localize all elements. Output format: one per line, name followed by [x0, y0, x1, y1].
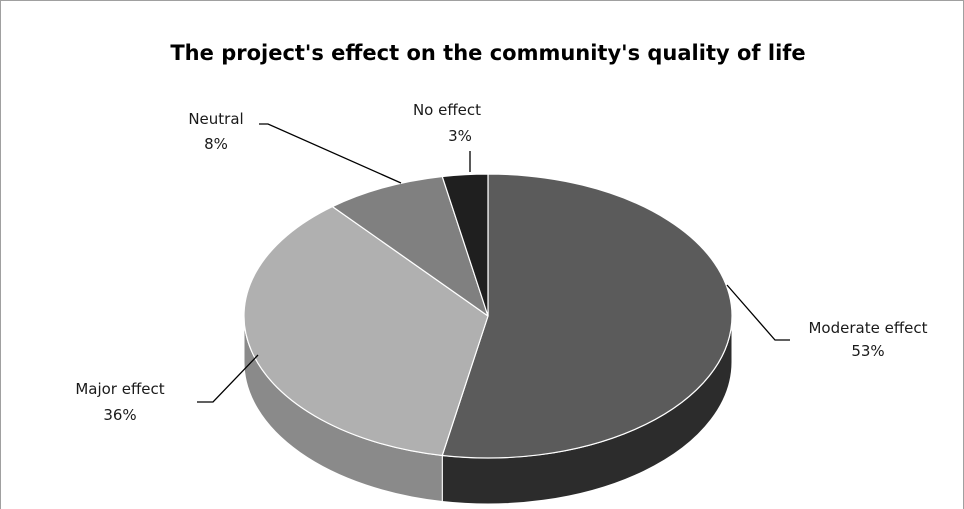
slice-value-major-effect: 36%: [103, 406, 136, 424]
slice-value-no-effect: 3%: [448, 127, 472, 145]
pie-leaders: [197, 123, 790, 403]
slice-label-neutral: Neutral: [188, 110, 243, 128]
slice-value-moderate-effect: 53%: [851, 342, 884, 360]
pie-tops: [243, 173, 733, 459]
leader-line-neutral: [259, 123, 402, 184]
slice-label-no-effect: No effect: [413, 101, 481, 119]
chart-title: The project's effect on the community's …: [170, 41, 805, 65]
leader-line-moderate-effect: [726, 284, 790, 341]
pie-slice-neutral: [331, 175, 489, 317]
pie-slice-moderate-effect: [441, 173, 733, 459]
pie-slice-major-effect: [243, 205, 489, 457]
slice-label-major-effect: Major effect: [75, 380, 164, 398]
leader-line-major-effect: [197, 354, 259, 403]
slice-label-moderate-effect: Moderate effect: [808, 319, 927, 337]
pie-slice-no-effect: [441, 173, 489, 317]
slice-value-neutral: 8%: [204, 135, 228, 153]
